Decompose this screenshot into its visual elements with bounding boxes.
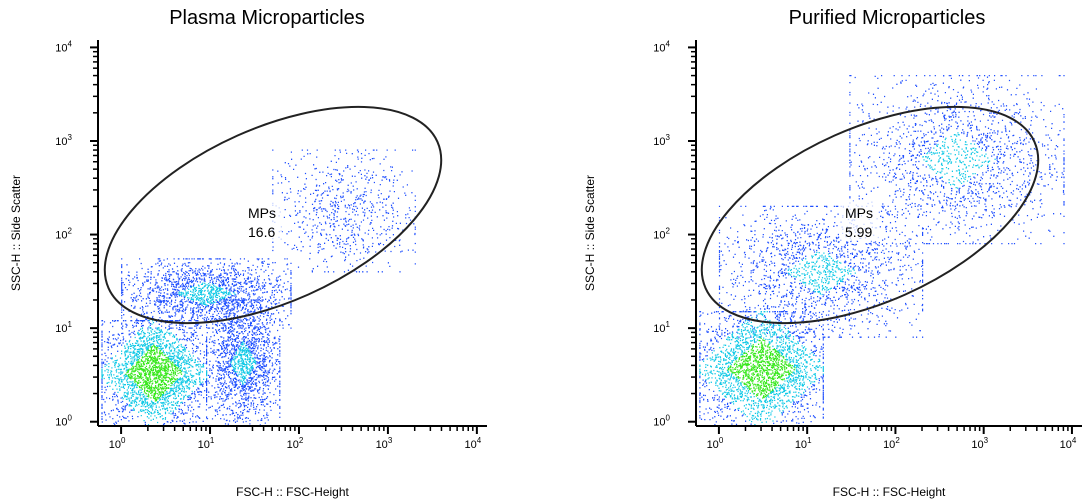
gate-name: MPs xyxy=(845,205,873,221)
x-tick-label: 101 xyxy=(198,436,215,451)
x-tick-label: 103 xyxy=(376,436,393,451)
y-axis-label: SSC-H :: Side Scatter xyxy=(9,175,23,291)
y-tick-label: 104 xyxy=(653,39,670,54)
x-axis-label: FSC-H :: FSC-Height xyxy=(236,485,349,499)
y-tick-label: 104 xyxy=(55,39,72,54)
plot-panel-plasma: Plasma Microparticles 100 101 102 103 104 100 1… xyxy=(9,7,487,499)
scatter-dots-cyan xyxy=(101,282,257,426)
y-tick-label: 101 xyxy=(55,320,72,335)
scatter-dots-cyan xyxy=(699,132,996,426)
y-tick-label: 102 xyxy=(653,227,670,242)
scatter-dots-blue xyxy=(101,149,416,426)
x-tick-label: 100 xyxy=(707,436,724,451)
gate-label-bg xyxy=(244,201,282,241)
y-tick-label: 103 xyxy=(653,133,670,148)
scatter-dots-blue xyxy=(699,74,1065,426)
y-tick-label: 101 xyxy=(653,320,670,335)
chart-title: Plasma Microparticles xyxy=(169,7,365,29)
x-tick-label: 101 xyxy=(795,436,812,451)
x-axis-label: FSC-H :: FSC-Height xyxy=(833,485,946,499)
x-tick-label: 104 xyxy=(465,436,482,451)
gate-ellipse xyxy=(700,105,1040,325)
y-axis-label: SSC-H :: Side Scatter xyxy=(583,175,597,291)
y-tick-label: 100 xyxy=(55,414,72,429)
x-tick-label: 103 xyxy=(971,436,988,451)
scatter-dots-green xyxy=(727,337,796,399)
x-tick-label: 100 xyxy=(109,436,126,451)
plot-panel-purified: Purified Microparticles 100 101 102 103 104 10… xyxy=(583,7,1082,499)
x-tick-label: 102 xyxy=(883,436,900,451)
scatter-dots-green xyxy=(125,344,183,402)
gate-value: 5.99 xyxy=(845,224,872,240)
gate-name: MPs xyxy=(248,205,276,221)
gate-label-bg xyxy=(841,201,879,241)
gate-ellipse xyxy=(103,105,443,325)
gate-value: 16.6 xyxy=(248,224,275,240)
x-tick-label: 102 xyxy=(287,436,304,451)
x-tick-label: 104 xyxy=(1060,436,1077,451)
chart-title: Purified Microparticles xyxy=(789,7,986,29)
y-tick-label: 102 xyxy=(55,227,72,242)
y-tick-label: 100 xyxy=(653,414,670,429)
y-tick-label: 103 xyxy=(55,133,72,148)
